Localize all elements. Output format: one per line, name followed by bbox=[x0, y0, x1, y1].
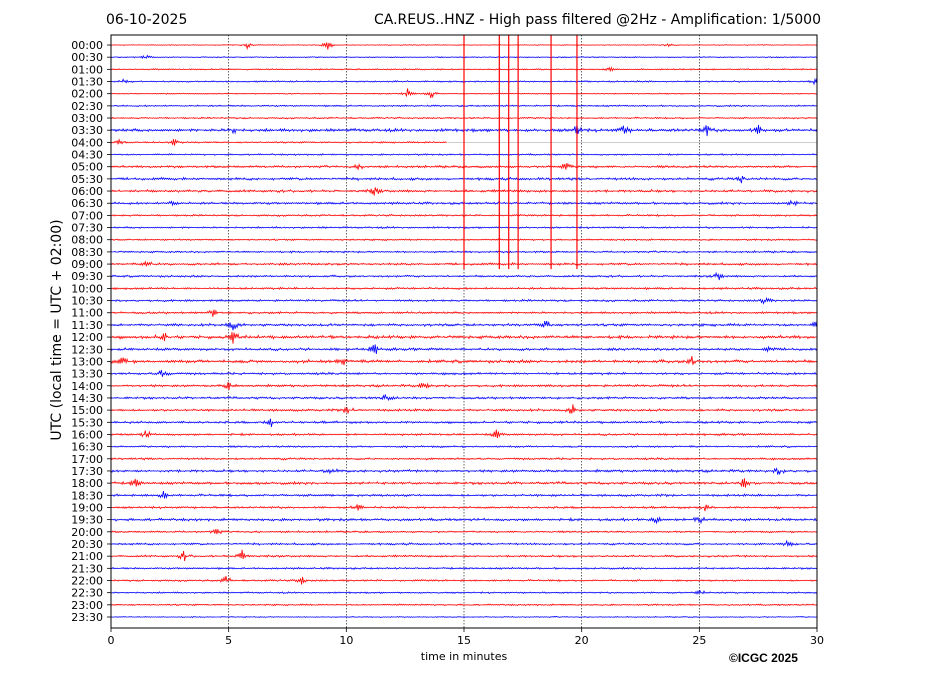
x-tick-label: 0 bbox=[108, 634, 115, 647]
y-tick-label: 17:30 bbox=[71, 465, 103, 478]
y-tick-label: 19:00 bbox=[71, 501, 103, 514]
trace-1400 bbox=[110, 381, 818, 391]
trace-2000 bbox=[110, 528, 818, 535]
trace-1200 bbox=[110, 332, 818, 344]
date-title: 06-10-2025 bbox=[106, 12, 188, 28]
y-tick-label: 21:30 bbox=[71, 562, 103, 575]
x-tick-label: 10 bbox=[339, 634, 353, 647]
trace-1930 bbox=[110, 516, 818, 525]
trace-1830 bbox=[110, 491, 818, 499]
x-tick-label: 5 bbox=[225, 634, 232, 647]
trace-1330 bbox=[110, 369, 818, 377]
trace-1230 bbox=[110, 344, 818, 355]
trace-2030 bbox=[110, 539, 818, 548]
x-tick-label: 25 bbox=[692, 634, 706, 647]
trace-1600 bbox=[110, 429, 818, 439]
trace-1130 bbox=[110, 320, 818, 331]
trace-2300 bbox=[110, 603, 818, 607]
copyright-text: ©ICGC 2025 bbox=[729, 651, 798, 665]
y-tick-label: 04:00 bbox=[71, 136, 103, 149]
trace-1530 bbox=[110, 418, 818, 427]
y-tick-label: 00:00 bbox=[71, 39, 103, 52]
x-tick-label: 20 bbox=[575, 634, 589, 647]
y-tick-label: 15:00 bbox=[71, 404, 103, 417]
y-tick-label: 12:00 bbox=[71, 331, 103, 344]
y-tick-label: 18:00 bbox=[71, 477, 103, 490]
y-tick-label: 05:00 bbox=[71, 161, 103, 174]
y-tick-label: 00:30 bbox=[71, 51, 103, 64]
y-tick-label: 02:30 bbox=[71, 100, 103, 113]
y-tick-label: 09:30 bbox=[71, 270, 103, 283]
trace-0400 bbox=[110, 138, 448, 146]
trace-2230 bbox=[110, 589, 818, 596]
y-tick-label: 17:00 bbox=[71, 453, 103, 466]
y-tick-label: 11:30 bbox=[71, 319, 103, 332]
trace-2200 bbox=[110, 575, 818, 585]
y-tick-label: 01:00 bbox=[71, 63, 103, 76]
y-tick-label: 23:30 bbox=[71, 611, 103, 624]
trace-1500 bbox=[110, 404, 818, 414]
y-tick-label: 09:00 bbox=[71, 258, 103, 271]
y-tick-label: 01:30 bbox=[71, 76, 103, 89]
y-tick-label: 05:30 bbox=[71, 173, 103, 186]
y-tick-label: 03:30 bbox=[71, 124, 103, 137]
trace-1700 bbox=[110, 456, 818, 461]
y-tick-label: 13:00 bbox=[71, 355, 103, 368]
y-tick-label: 23:00 bbox=[71, 599, 103, 612]
y-tick-label: 12:30 bbox=[71, 343, 103, 356]
y-tick-label: 14:30 bbox=[71, 392, 103, 405]
y-tick-label: 18:30 bbox=[71, 489, 103, 502]
y-tick-label: 20:00 bbox=[71, 526, 103, 539]
trace-1000 bbox=[110, 286, 818, 291]
y-tick-label: 10:00 bbox=[71, 282, 103, 295]
trace-1030 bbox=[110, 296, 818, 305]
y-tick-label: 06:30 bbox=[71, 197, 103, 210]
y-tick-label: 08:00 bbox=[71, 234, 103, 247]
y-tick-label: 04:30 bbox=[71, 149, 103, 162]
y-tick-label: 15:30 bbox=[71, 416, 103, 429]
trace-1430 bbox=[110, 394, 818, 402]
trace-1730 bbox=[110, 467, 818, 476]
trace-1900 bbox=[110, 504, 818, 512]
y-tick-label: 07:30 bbox=[71, 222, 103, 235]
x-tick-label: 15 bbox=[457, 634, 471, 647]
trace-2330 bbox=[110, 615, 818, 619]
y-tick-label: 03:00 bbox=[71, 112, 103, 125]
trace-2100 bbox=[110, 549, 818, 562]
y-tick-label: 16:00 bbox=[71, 428, 103, 441]
y-tick-label: 22:00 bbox=[71, 574, 103, 587]
y-tick-label: 22:30 bbox=[71, 587, 103, 600]
y-tick-label: 21:00 bbox=[71, 550, 103, 563]
trace-1100 bbox=[110, 309, 818, 317]
x-tick-label: 30 bbox=[810, 634, 824, 647]
trace-2130 bbox=[110, 566, 818, 571]
y-tick-label: 08:30 bbox=[71, 246, 103, 259]
y-tick-label: 16:30 bbox=[71, 441, 103, 454]
y-tick-label: 06:00 bbox=[71, 185, 103, 198]
x-axis-label: time in minutes bbox=[420, 650, 508, 663]
trace-1800 bbox=[110, 478, 818, 488]
y-tick-label: 07:00 bbox=[71, 209, 103, 222]
y-tick-label: 10:30 bbox=[71, 295, 103, 308]
trace-1300 bbox=[110, 356, 818, 366]
y-tick-label: 19:30 bbox=[71, 514, 103, 527]
chart-title: CA.REUS..HNZ - High pass filtered @2Hz -… bbox=[374, 12, 821, 28]
trace-0930 bbox=[110, 271, 818, 281]
y-tick-label: 13:30 bbox=[71, 368, 103, 381]
y-tick-label: 02:00 bbox=[71, 88, 103, 101]
y-tick-label: 14:00 bbox=[71, 380, 103, 393]
trace-1630 bbox=[110, 444, 818, 449]
y-tick-label: 20:30 bbox=[71, 538, 103, 551]
y-tick-label: 11:00 bbox=[71, 307, 103, 320]
